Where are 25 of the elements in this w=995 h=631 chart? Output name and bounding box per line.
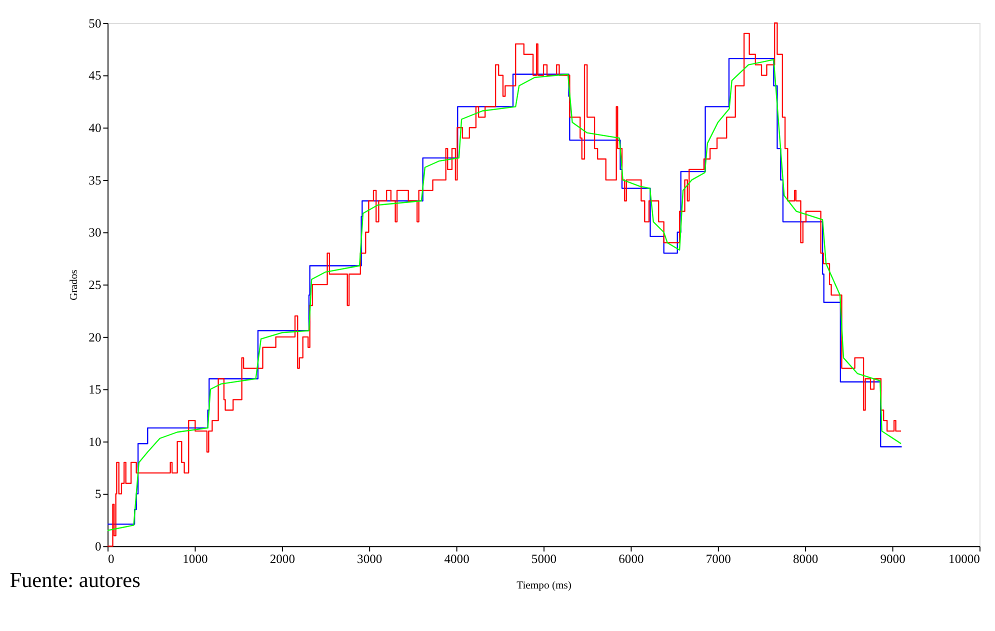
x-tick-label: 10000 [948,552,980,566]
x-tick-label: 2000 [270,552,295,566]
y-tick-label: 20 [88,330,102,344]
x-tick-label: 4000 [444,552,470,566]
y-tick-label: 5 [94,487,102,502]
x-tick-label: 1000 [182,552,208,566]
x-tick-label: 6000 [618,552,644,566]
y-tick-label: 25 [88,278,102,292]
y-tick-label: 10 [88,434,102,449]
x-tick-label: 7000 [706,552,731,566]
y-tick-label: 45 [88,68,102,83]
x-tick-label: 8000 [793,552,818,566]
y-tick-label: 15 [88,382,102,397]
x-tick-label: 3000 [357,552,382,566]
x-tick-label: 5000 [531,552,557,566]
y-axis-title: Grados [69,270,80,300]
y-tick-label: 40 [88,120,102,135]
y-tick-label: 35 [88,173,102,188]
source-note: Fuente: autores [10,568,140,592]
y-tick-label: 0 [94,540,102,554]
x-tick-label: 0 [108,552,114,566]
x-tick-label: 9000 [880,552,906,566]
y-tick-label: 30 [88,226,102,240]
x-axis-title: Tiempo (ms) [516,580,572,592]
y-tick-label: 50 [88,16,102,30]
